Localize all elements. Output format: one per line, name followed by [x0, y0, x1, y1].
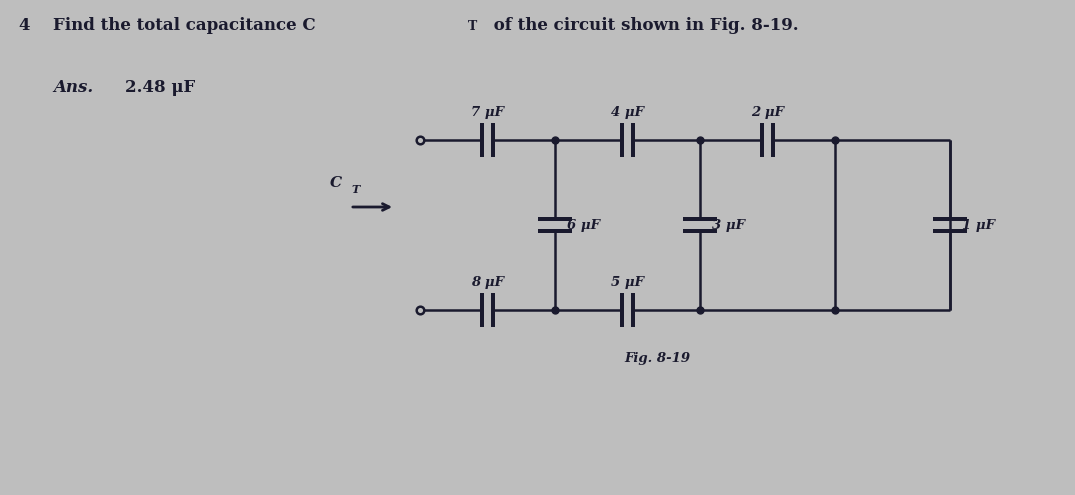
Text: 4: 4 [18, 17, 29, 34]
Text: 2.48 μF: 2.48 μF [125, 79, 196, 96]
Text: 7 μF: 7 μF [471, 106, 504, 119]
Text: of the circuit shown in Fig. 8-19.: of the circuit shown in Fig. 8-19. [488, 17, 799, 34]
Text: Find the total capacitance C: Find the total capacitance C [53, 17, 316, 34]
Text: Fig. 8-19: Fig. 8-19 [625, 352, 690, 365]
Text: Ans.: Ans. [53, 79, 94, 96]
Text: 8 μF: 8 μF [471, 276, 504, 289]
Text: 5 μF: 5 μF [611, 276, 644, 289]
Text: 2 μF: 2 μF [751, 106, 784, 119]
Text: C: C [330, 176, 342, 190]
Text: T: T [468, 20, 477, 33]
Text: 1 μF: 1 μF [962, 218, 995, 232]
Text: T: T [352, 184, 359, 195]
Text: 6 μF: 6 μF [567, 218, 600, 232]
Text: 3 μF: 3 μF [712, 218, 745, 232]
Text: 4 μF: 4 μF [611, 106, 644, 119]
